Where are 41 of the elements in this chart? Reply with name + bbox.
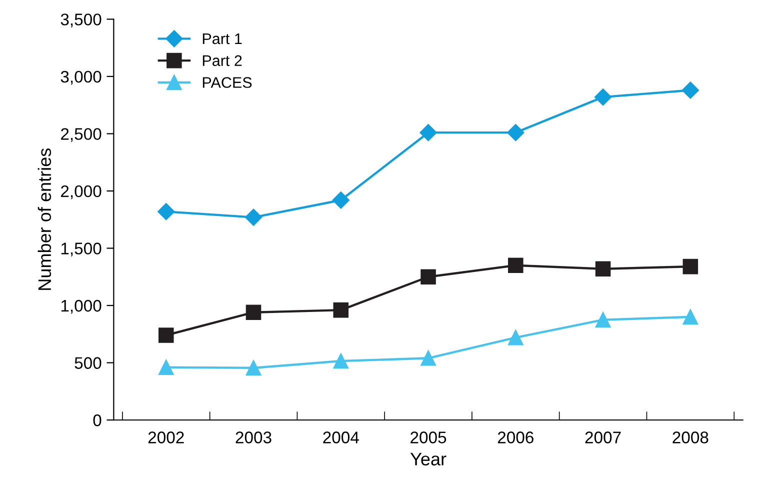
point bbox=[508, 330, 524, 346]
y-tick-label: 3,000 bbox=[60, 70, 102, 85]
point bbox=[158, 328, 174, 343]
x-tick-label: 2002 bbox=[148, 432, 184, 444]
point bbox=[508, 258, 524, 274]
point bbox=[333, 302, 349, 318]
point bbox=[594, 88, 612, 106]
x-axis-title: Year bbox=[410, 452, 446, 466]
point bbox=[420, 350, 436, 366]
legend-label: Part 2 bbox=[202, 55, 242, 66]
x-tick-label: 2005 bbox=[410, 432, 446, 444]
point bbox=[333, 353, 349, 369]
point bbox=[595, 261, 611, 276]
point bbox=[595, 312, 611, 328]
x-tick-label: 2004 bbox=[323, 432, 359, 444]
y-tick-label: 2,500 bbox=[61, 128, 102, 142]
point bbox=[420, 124, 437, 142]
point bbox=[244, 208, 262, 226]
y-tick-label: 500 bbox=[74, 357, 102, 369]
x-tick-label: 2003 bbox=[236, 432, 272, 444]
y-tick-label: 0 bbox=[93, 414, 102, 426]
point bbox=[158, 360, 174, 375]
legend-label: Part 1 bbox=[202, 34, 242, 44]
point bbox=[158, 203, 175, 220]
point bbox=[420, 269, 436, 284]
y-tick-label: 2,000 bbox=[61, 185, 102, 200]
x-tick-label: 2006 bbox=[498, 432, 534, 444]
point bbox=[246, 360, 262, 376]
legend-label: PACES bbox=[202, 77, 252, 88]
y-axis-title: Number of entries bbox=[38, 148, 52, 290]
x-tick-label: 2007 bbox=[585, 432, 621, 444]
point bbox=[332, 192, 350, 209]
point bbox=[246, 304, 262, 320]
y-tick-label: 1,000 bbox=[61, 300, 102, 314]
point bbox=[682, 82, 699, 99]
y-tick-label: 3,500 bbox=[60, 14, 102, 28]
point bbox=[682, 309, 698, 325]
point bbox=[507, 124, 524, 142]
point bbox=[682, 258, 698, 274]
x-tick-label: 2008 bbox=[672, 432, 708, 444]
y-tick-label: 1,500 bbox=[61, 242, 102, 256]
